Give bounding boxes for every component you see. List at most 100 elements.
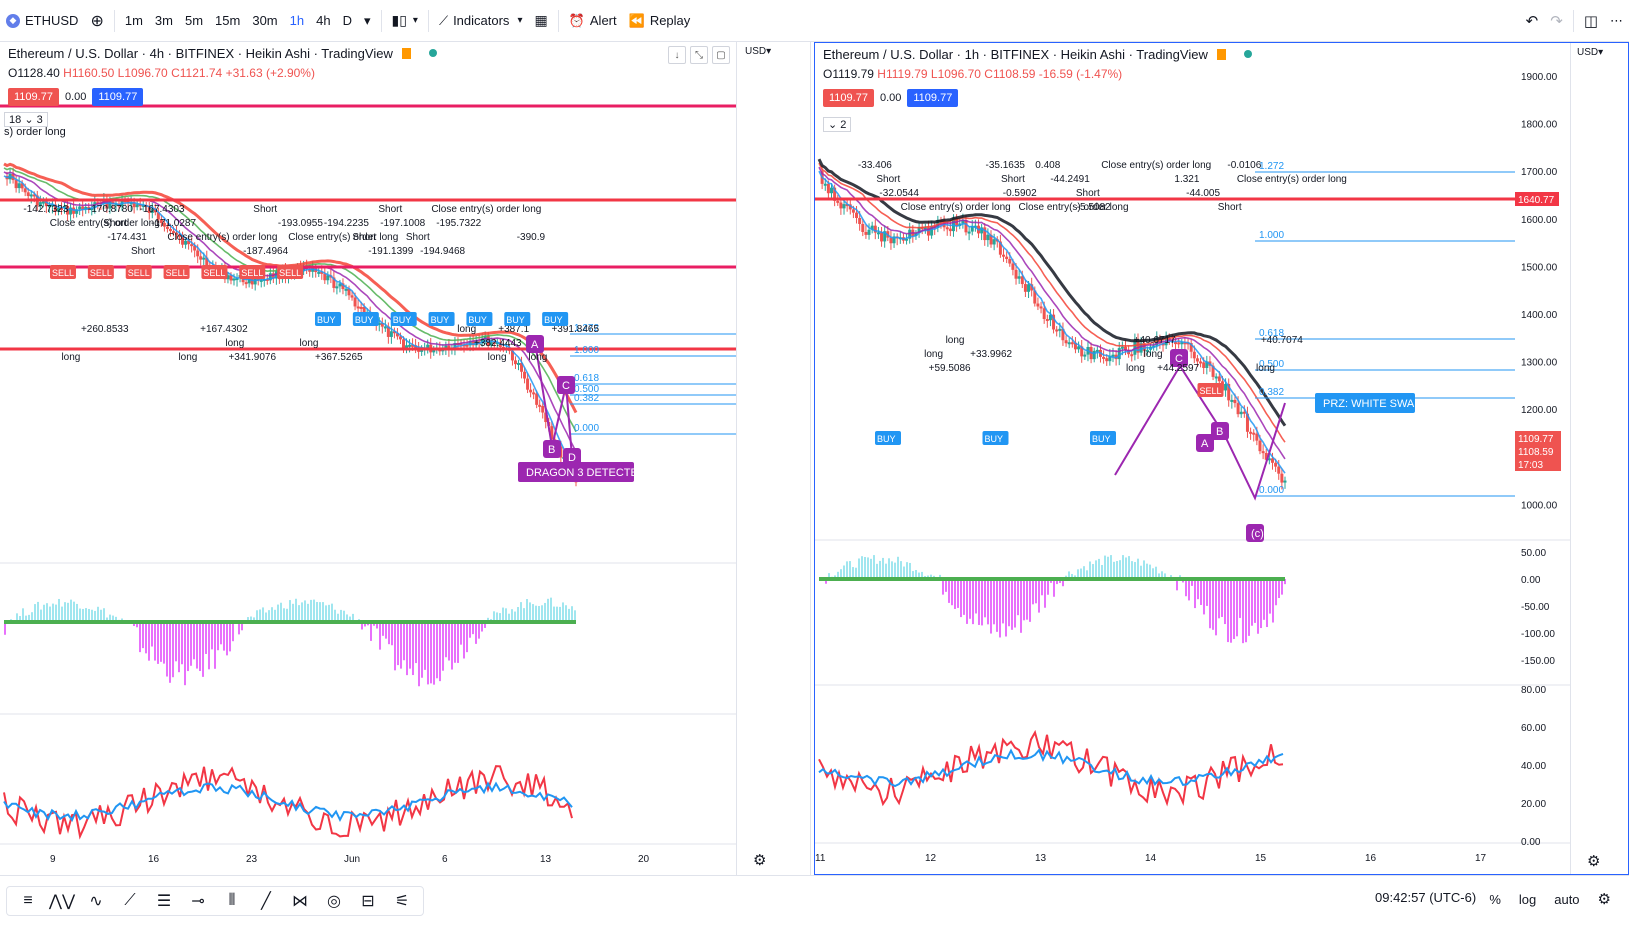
xabcd-pattern-icon[interactable]: ⋈ xyxy=(292,893,308,910)
oscillator-bar xyxy=(313,599,315,622)
percent-scale-button[interactable]: % xyxy=(1489,891,1501,907)
scroll-down-icon[interactable]: ↓ xyxy=(668,46,686,64)
indicators-icon: ⟋ xyxy=(438,12,449,28)
candle-body xyxy=(453,343,457,349)
buy-price-button[interactable]: 1109.77 xyxy=(907,89,959,107)
price-chart-right[interactable]: 1900.00 1800.00 1700.00 1600.00 1500.00 1400.… xyxy=(815,43,1628,874)
flag-icon[interactable] xyxy=(402,48,412,59)
line-tool-icon[interactable]: ╱ xyxy=(261,893,271,910)
interval-15m[interactable]: 15m xyxy=(215,13,241,28)
currency-label[interactable]: USD▾ xyxy=(745,46,771,57)
oscillator-bar xyxy=(1125,557,1127,579)
candle-body xyxy=(1277,466,1281,474)
oscillator-bar xyxy=(418,622,420,687)
candle-body xyxy=(945,227,949,230)
candle-body xyxy=(926,227,930,236)
bid-ask-right: 1109.77 0.00 1109.77 xyxy=(823,89,959,107)
gear-icon[interactable]: ⚙ xyxy=(753,852,767,869)
chart-pane-right[interactable]: 1900.00 1800.00 1700.00 1600.00 1500.00 1400.… xyxy=(814,42,1629,875)
signal-marker xyxy=(504,312,531,326)
trend-line-icon[interactable]: ⟋ xyxy=(124,892,136,909)
candle-body xyxy=(1133,340,1137,355)
oscillator-bar xyxy=(43,604,45,622)
sell-price-button[interactable]: 1109.77 xyxy=(823,89,874,107)
fib-level-label: 1.000 xyxy=(1259,230,1284,241)
oscillator-bar xyxy=(37,601,39,622)
panel-toggle-button[interactable]: ◫ xyxy=(1578,0,1604,42)
more-button[interactable]: ⋯ xyxy=(1604,0,1629,42)
spiral-icon[interactable]: ◎ xyxy=(327,893,341,910)
oscillator-bar xyxy=(34,604,36,622)
pattern-point-marker xyxy=(563,448,581,466)
menu-icon[interactable]: ≡ xyxy=(23,892,33,909)
oscillator-bar xyxy=(1143,560,1145,579)
alert-label: Alert xyxy=(589,13,617,28)
collapse-icon[interactable]: ⤡ xyxy=(690,46,708,64)
vertical-lines-icon[interactable]: ⫴ xyxy=(228,892,236,909)
redo-button[interactable]: ↷ xyxy=(1544,0,1569,42)
chevron-down-icon[interactable]: ▾ xyxy=(363,12,371,28)
open-value: O1119.79 xyxy=(823,67,874,81)
indicators-button[interactable]: ⟋ Indicators ▾ xyxy=(433,0,529,42)
oscillator-bar xyxy=(1236,579,1238,637)
bar-style-button[interactable]: ▮▯ ▾ xyxy=(386,0,424,42)
interval-1h[interactable]: 1h xyxy=(289,13,305,28)
maximize-icon[interactable]: ▢ xyxy=(712,46,730,64)
market-open-icon xyxy=(1244,50,1253,58)
interval-5m[interactable]: 5m xyxy=(184,13,204,28)
interval-30m[interactable]: 30m xyxy=(252,13,278,28)
compare-symbol-button[interactable]: ⊕ xyxy=(84,0,109,42)
log-scale-button[interactable]: log xyxy=(1518,891,1537,907)
candle-body xyxy=(1224,383,1228,391)
candle-body xyxy=(1092,350,1096,360)
interval-4h[interactable]: 4h xyxy=(316,13,331,28)
oscillator-bar xyxy=(1239,579,1241,618)
replay-button[interactable]: ⏪ Replay xyxy=(623,0,697,42)
candle-body xyxy=(1052,314,1056,330)
gear-icon[interactable]: ⚙ xyxy=(1597,891,1611,908)
fib-retracement-icon[interactable]: ☰ xyxy=(156,893,172,910)
oscillator-bar xyxy=(1047,579,1049,595)
chart-pane-left[interactable]: 3600.003400.003200.003000.002800.002600.… xyxy=(0,42,811,875)
elliott-wave-icon[interactable]: ∿ xyxy=(89,893,103,910)
sell-price-button[interactable]: 1109.77 xyxy=(8,88,59,106)
moving-average-line xyxy=(818,162,1286,443)
candle-body xyxy=(1036,303,1040,307)
flag-icon[interactable] xyxy=(1217,49,1227,60)
price-scale-left[interactable]: USD▾ ⚙ xyxy=(736,42,810,875)
abcd-pattern-icon[interactable]: ⋀⋁ xyxy=(48,893,76,910)
chevron-down-icon: ▾ xyxy=(1598,47,1604,58)
alert-button[interactable]: ⏰ Alert xyxy=(563,0,623,42)
interval-D[interactable]: D xyxy=(342,13,352,28)
currency-label[interactable]: USD▾ xyxy=(1577,47,1603,58)
price-scale-right[interactable]: USD▾ ⚙ xyxy=(1570,43,1628,874)
oscillator-bar xyxy=(900,561,902,579)
oscillator-bar xyxy=(334,609,336,622)
settings-sliders-icon[interactable]: ⚟ xyxy=(394,893,410,910)
oscillator-bar xyxy=(67,602,69,622)
oscillator-bar xyxy=(1119,560,1121,579)
horizontal-ray-icon[interactable]: ⊸ xyxy=(191,893,205,910)
order-note: s) order long xyxy=(4,126,66,138)
auto-scale-button[interactable]: auto xyxy=(1554,891,1580,907)
indicator-collapse-chip[interactable]: 18 ⌄ 3 xyxy=(4,112,48,127)
symbol-search[interactable]: ◆ ETHUSD xyxy=(0,0,84,42)
interval-3m[interactable]: 3m xyxy=(154,13,173,28)
strategy-annotation: Close entry(s) order long xyxy=(50,218,160,229)
undo-button[interactable]: ↶ xyxy=(1520,0,1545,42)
oscillator-bar xyxy=(49,606,51,622)
oscillator-bar xyxy=(85,608,87,622)
indicator-collapse-chip[interactable]: ⌄ 2 xyxy=(823,117,852,132)
gear-icon[interactable]: ⚙ xyxy=(1587,853,1601,870)
buy-price-button[interactable]: 1109.77 xyxy=(92,88,144,106)
ruler-icon[interactable]: ⊟ xyxy=(361,893,375,910)
price-chart-left[interactable]: 3600.003400.003200.003000.002800.002600.… xyxy=(0,42,811,875)
candle-body xyxy=(398,336,402,340)
oscillator-bar xyxy=(948,579,950,603)
layout-button[interactable]: ▦ xyxy=(528,0,553,42)
oscillator-bar xyxy=(1251,579,1253,626)
session-clock[interactable]: 09:42:57 (UTC-6) xyxy=(1375,890,1477,905)
interval-1m[interactable]: 1m xyxy=(124,13,143,28)
alarm-clock-icon: ⏰ xyxy=(568,12,585,28)
strategy-annotation: -44.2491 xyxy=(1050,174,1090,185)
